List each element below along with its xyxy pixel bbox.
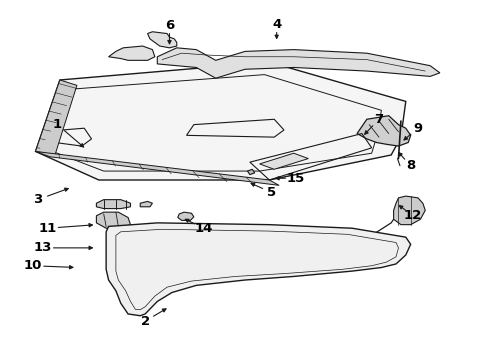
Polygon shape (357, 116, 411, 146)
Text: 3: 3 (33, 193, 43, 206)
Polygon shape (97, 200, 130, 208)
Polygon shape (147, 32, 177, 48)
Text: 13: 13 (34, 241, 52, 255)
Polygon shape (35, 62, 406, 180)
Text: 6: 6 (165, 19, 174, 32)
Polygon shape (97, 212, 130, 228)
Text: 15: 15 (287, 172, 305, 185)
Text: 10: 10 (24, 259, 42, 272)
Polygon shape (178, 212, 194, 220)
Text: 11: 11 (39, 222, 57, 235)
Text: 12: 12 (404, 209, 422, 222)
Polygon shape (140, 202, 152, 207)
Text: 5: 5 (267, 186, 276, 199)
Text: 4: 4 (272, 18, 281, 31)
Text: 9: 9 (414, 122, 422, 135)
Text: 14: 14 (195, 222, 213, 235)
Polygon shape (157, 48, 440, 78)
Text: 2: 2 (141, 315, 149, 328)
Text: 1: 1 (53, 118, 62, 131)
Text: 8: 8 (406, 159, 416, 172)
Polygon shape (393, 196, 425, 225)
Polygon shape (106, 223, 411, 316)
Polygon shape (109, 46, 155, 60)
Polygon shape (35, 80, 77, 155)
Polygon shape (260, 153, 308, 169)
Text: 7: 7 (374, 113, 384, 126)
Polygon shape (35, 152, 279, 185)
Polygon shape (247, 169, 255, 175)
